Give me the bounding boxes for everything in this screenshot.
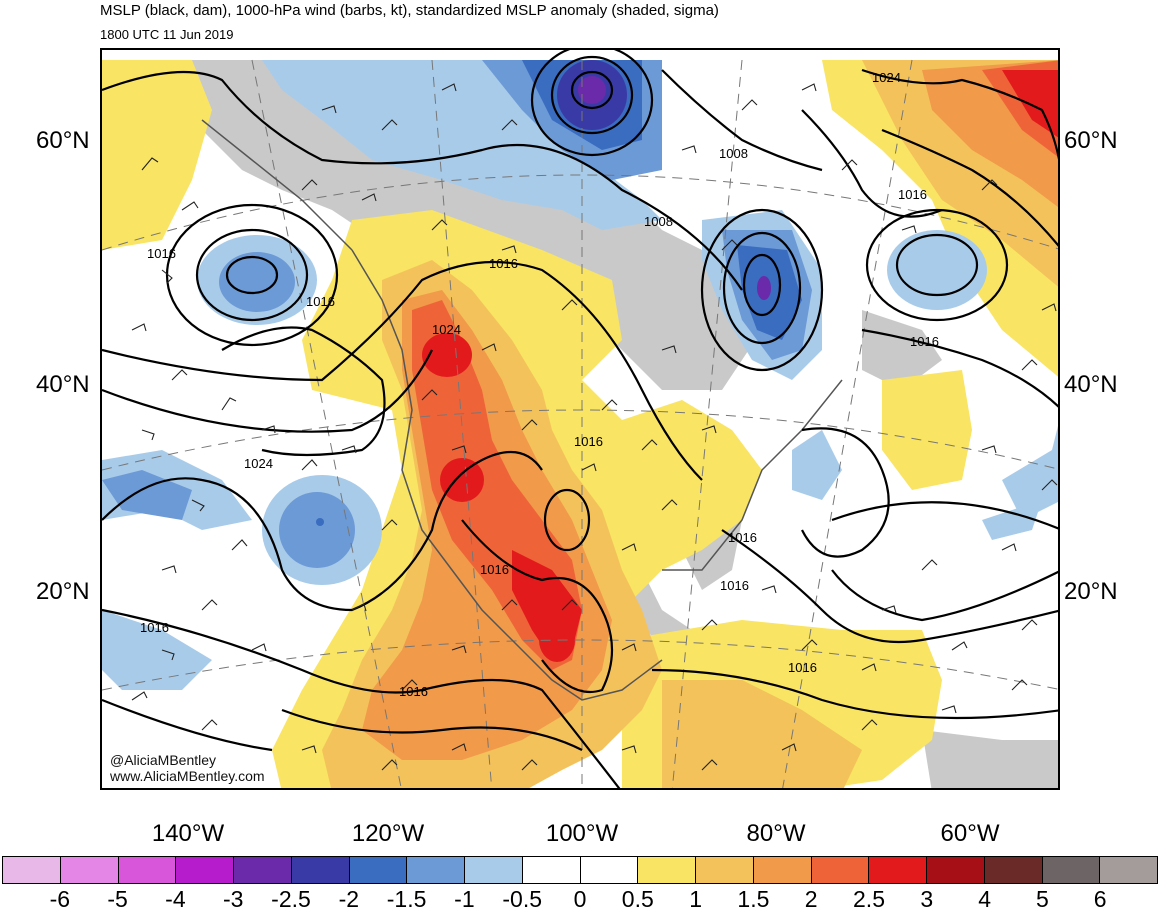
lat-label-20-right: 20°N — [1064, 578, 1118, 605]
colorbar-tick-label: 1.5 — [737, 886, 770, 912]
colorbar-swatch — [696, 857, 754, 883]
colorbar-swatch — [60, 857, 119, 883]
contour-label: 1016 — [898, 187, 927, 202]
coastlines — [201, 119, 843, 701]
colorbar-swatch — [3, 857, 61, 883]
anomaly-shading — [102, 60, 1058, 788]
lon-label: 80°W — [746, 820, 806, 847]
lon-label: 120°W — [351, 820, 425, 847]
colorbar-tick-label: -4 — [165, 886, 186, 912]
colorbar-swatch — [927, 857, 985, 883]
colorbar-tick-label: 0.5 — [621, 886, 654, 912]
valid-time: 1800 UTC 11 Jun 2019 — [100, 27, 234, 42]
wind-barbs — [131, 83, 1058, 771]
lat-label-40-right: 40°N — [1064, 371, 1118, 398]
colorbar-tick-label: -6 — [49, 886, 71, 912]
colorbar-tick-label: 5 — [1035, 886, 1049, 912]
contour-label: 1024 — [244, 456, 273, 471]
anomaly-colorbar — [2, 856, 1158, 884]
colorbar-swatch — [811, 857, 870, 883]
colorbar-tick-label: 1 — [689, 886, 702, 912]
colorbar-swatch — [869, 857, 927, 883]
contour-label: 1016 — [306, 294, 335, 309]
map-title: MSLP (black, dam), 1000-hPa wind (barbs,… — [100, 2, 719, 19]
colorbar-tick-label: -0.5 — [502, 886, 543, 912]
colorbar-swatch — [753, 857, 812, 883]
colorbar-labels: -6 -5 -4 -3 -2.5 -2 -1.5 -1 -0.5 0 0.5 1 1.5 2 2.5 3 4 5 6 — [2, 886, 1158, 912]
contour-label: 1024 — [432, 322, 461, 337]
colorbar-tick-label: -1.5 — [386, 886, 427, 912]
lat-label-40-left: 40°N — [36, 371, 90, 398]
contour-label: 1016 — [728, 530, 757, 545]
lat-label-20-left: 20°N — [36, 578, 90, 605]
colorbar-swatch — [1100, 857, 1157, 883]
colorbar-tick-label: -2 — [338, 886, 360, 912]
credit-handle: @AliciaMBentley — [110, 752, 217, 768]
colorbar-swatch — [580, 857, 639, 883]
colorbar-swatch — [234, 857, 292, 883]
contour-label: 1016 — [140, 620, 169, 635]
lon-label: 100°W — [545, 820, 619, 847]
colorbar-swatch — [407, 857, 465, 883]
isobars — [102, 50, 1058, 788]
credit-url: www.AliciaMBentley.com — [110, 768, 265, 784]
contour-label: 1016 — [720, 578, 749, 593]
colorbar-tick-label: -2.5 — [271, 886, 311, 912]
colorbar-swatch — [1042, 857, 1101, 883]
isobar-labels: 1024 1008 1008 1016 1016 1016 1016 1024 … — [140, 70, 939, 699]
contour-label: 1016 — [788, 660, 817, 675]
colorbar-tick-label: -5 — [107, 886, 128, 912]
lon-label: 140°W — [151, 820, 225, 847]
contour-label: 1008 — [719, 146, 748, 161]
colorbar-tick-label: 2 — [804, 886, 818, 912]
contour-label: 1016 — [574, 434, 603, 449]
contour-label: 1008 — [644, 214, 673, 229]
lat-label-60-right: 60°N — [1064, 127, 1118, 154]
colorbar-tick-label: 3 — [920, 886, 934, 912]
colorbar-swatch — [291, 857, 350, 883]
contour-label: 1016 — [489, 256, 518, 271]
colorbar-tick-label: -3 — [222, 886, 244, 912]
contour-label: 1016 — [910, 334, 939, 349]
colorbar-swatch — [465, 857, 523, 883]
colorbar-swatch — [349, 857, 408, 883]
colorbar-swatch — [522, 857, 581, 883]
colorbar-tick-label: 6 — [1093, 886, 1107, 912]
weather-map: 1024 1008 1008 1016 1016 1016 1016 1024 … — [102, 50, 1058, 788]
colorbar-swatch — [118, 857, 177, 883]
contour-label: 1024 — [872, 70, 901, 85]
colorbar-tick-label: 2.5 — [853, 886, 885, 912]
colorbar-tick-label: 4 — [978, 886, 991, 912]
lat-label-60-left: 60°N — [36, 127, 90, 154]
contour-label: 1016 — [147, 246, 176, 261]
map-panel: 1024 1008 1008 1016 1016 1016 1016 1024 … — [100, 48, 1060, 790]
lon-label: 60°W — [940, 820, 1000, 847]
colorbar-swatch — [638, 857, 696, 883]
colorbar-swatch — [984, 857, 1043, 883]
contour-label: 1016 — [480, 562, 509, 577]
contour-label: 1016 — [399, 684, 428, 699]
colorbar-swatch — [176, 857, 234, 883]
colorbar-tick-label: 0 — [573, 886, 587, 912]
colorbar-tick-label: -1 — [454, 886, 475, 912]
